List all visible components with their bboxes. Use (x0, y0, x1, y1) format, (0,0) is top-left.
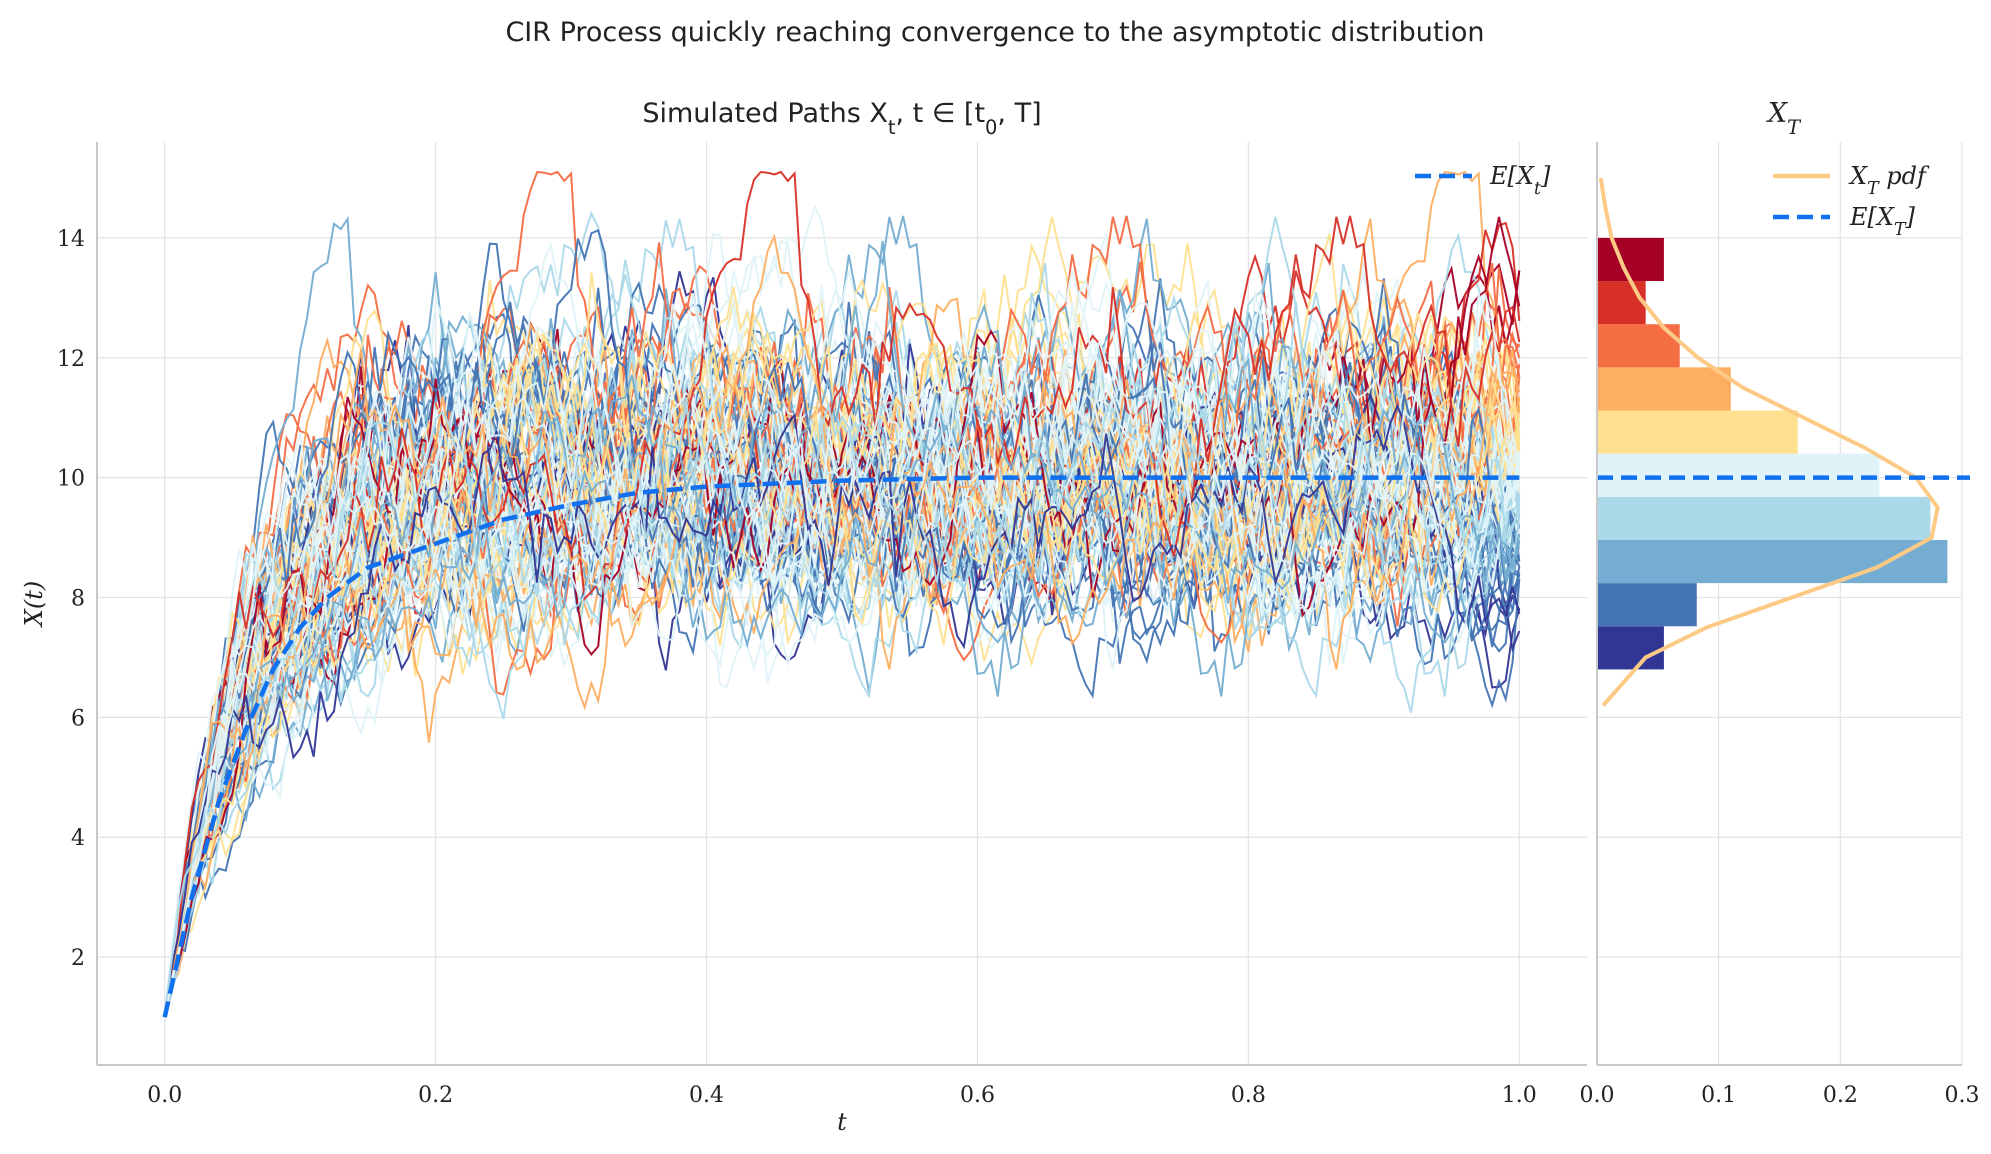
legend-label-terminal-mean: E[XT] (1849, 203, 1916, 240)
histogram-x-tick-label: 0.3 (1945, 1083, 1980, 1108)
histogram-bars (1597, 237, 1948, 670)
main-plot: 0.0 0.2 0.4 0.6 0.8 1.0 2 4 6 8 10 12 14 Simulated … (20, 98, 1587, 1136)
histogram-x-tick-label: 0.0 (1580, 1083, 1615, 1108)
main-y-tick-label: 2 (71, 946, 85, 971)
simulated-path (163, 405, 1520, 1018)
pdf-curve (1598, 177, 1940, 707)
simulated-paths (163, 170, 1521, 1018)
simulated-path (163, 270, 1521, 1018)
main-y-tick-label: 14 (57, 227, 85, 252)
histogram-bar (1597, 410, 1798, 454)
main-x-tick-label: 0.2 (418, 1083, 453, 1108)
histogram-bar (1597, 367, 1731, 411)
simulated-path (163, 311, 1521, 1018)
main-x-tick-label: 0.8 (1231, 1083, 1266, 1108)
simulated-path (163, 233, 1521, 1018)
simulated-path (163, 241, 1520, 1018)
main-plot-title: Simulated Paths Xt, t ∈ [t0, T] (642, 98, 1041, 139)
main-x-tick-label: 0.4 (689, 1083, 724, 1108)
histogram-bar (1597, 453, 1880, 497)
histogram-plot: 0.0 0.1 0.2 0.3 XT XT pdf E[XT] (1580, 98, 1980, 1108)
figure-suptitle: CIR Process quickly reaching convergence… (505, 17, 1484, 48)
histogram-bar (1597, 281, 1646, 325)
main-y-tick-labels: 2 4 6 8 10 12 14 (57, 227, 85, 971)
main-y-tick-label: 6 (71, 706, 85, 731)
simulated-path (163, 329, 1521, 1018)
histogram-x-tick-label: 0.1 (1701, 1083, 1736, 1108)
main-x-tick-label: 1.0 (1502, 1083, 1537, 1108)
legend-label-pdf: XT pdf (1848, 162, 1930, 199)
main-x-axis-label: t (837, 1108, 847, 1136)
histogram-bar (1597, 626, 1664, 670)
expected-value-line (162, 475, 1520, 1018)
simulated-path (163, 374, 1520, 1018)
histogram-title: XT (1766, 98, 1802, 139)
main-y-axis-label: X(t) (20, 581, 48, 628)
main-y-tick-label: 10 (57, 467, 85, 492)
main-x-tick-label: 0.6 (960, 1083, 995, 1108)
histogram-bar (1597, 583, 1697, 627)
histogram-legend: XT pdf E[XT] (1773, 162, 1930, 240)
histogram-bar (1597, 496, 1931, 540)
main-x-tick-labels: 0.0 0.2 0.4 0.6 0.8 1.0 (147, 1083, 1537, 1108)
main-axes-spines (96, 142, 1587, 1066)
simulated-path (163, 294, 1521, 1018)
simulated-path (163, 170, 1521, 1018)
main-y-tick-label: 4 (71, 826, 85, 851)
main-y-tick-label: 12 (57, 347, 85, 372)
simulated-path (163, 392, 1521, 1018)
main-x-tick-label: 0.0 (147, 1083, 182, 1108)
histogram-x-tick-label: 0.2 (1823, 1083, 1858, 1108)
main-y-tick-label: 8 (71, 587, 85, 612)
legend-label-expected-value: E[Xt] (1489, 162, 1551, 199)
main-legend: E[Xt] (1415, 162, 1551, 199)
histogram-bar (1597, 539, 1948, 584)
histogram-axes-spines (1596, 142, 1962, 1066)
histogram-bar (1597, 237, 1664, 282)
histogram-x-tick-labels: 0.0 0.1 0.2 0.3 (1580, 1083, 1980, 1108)
